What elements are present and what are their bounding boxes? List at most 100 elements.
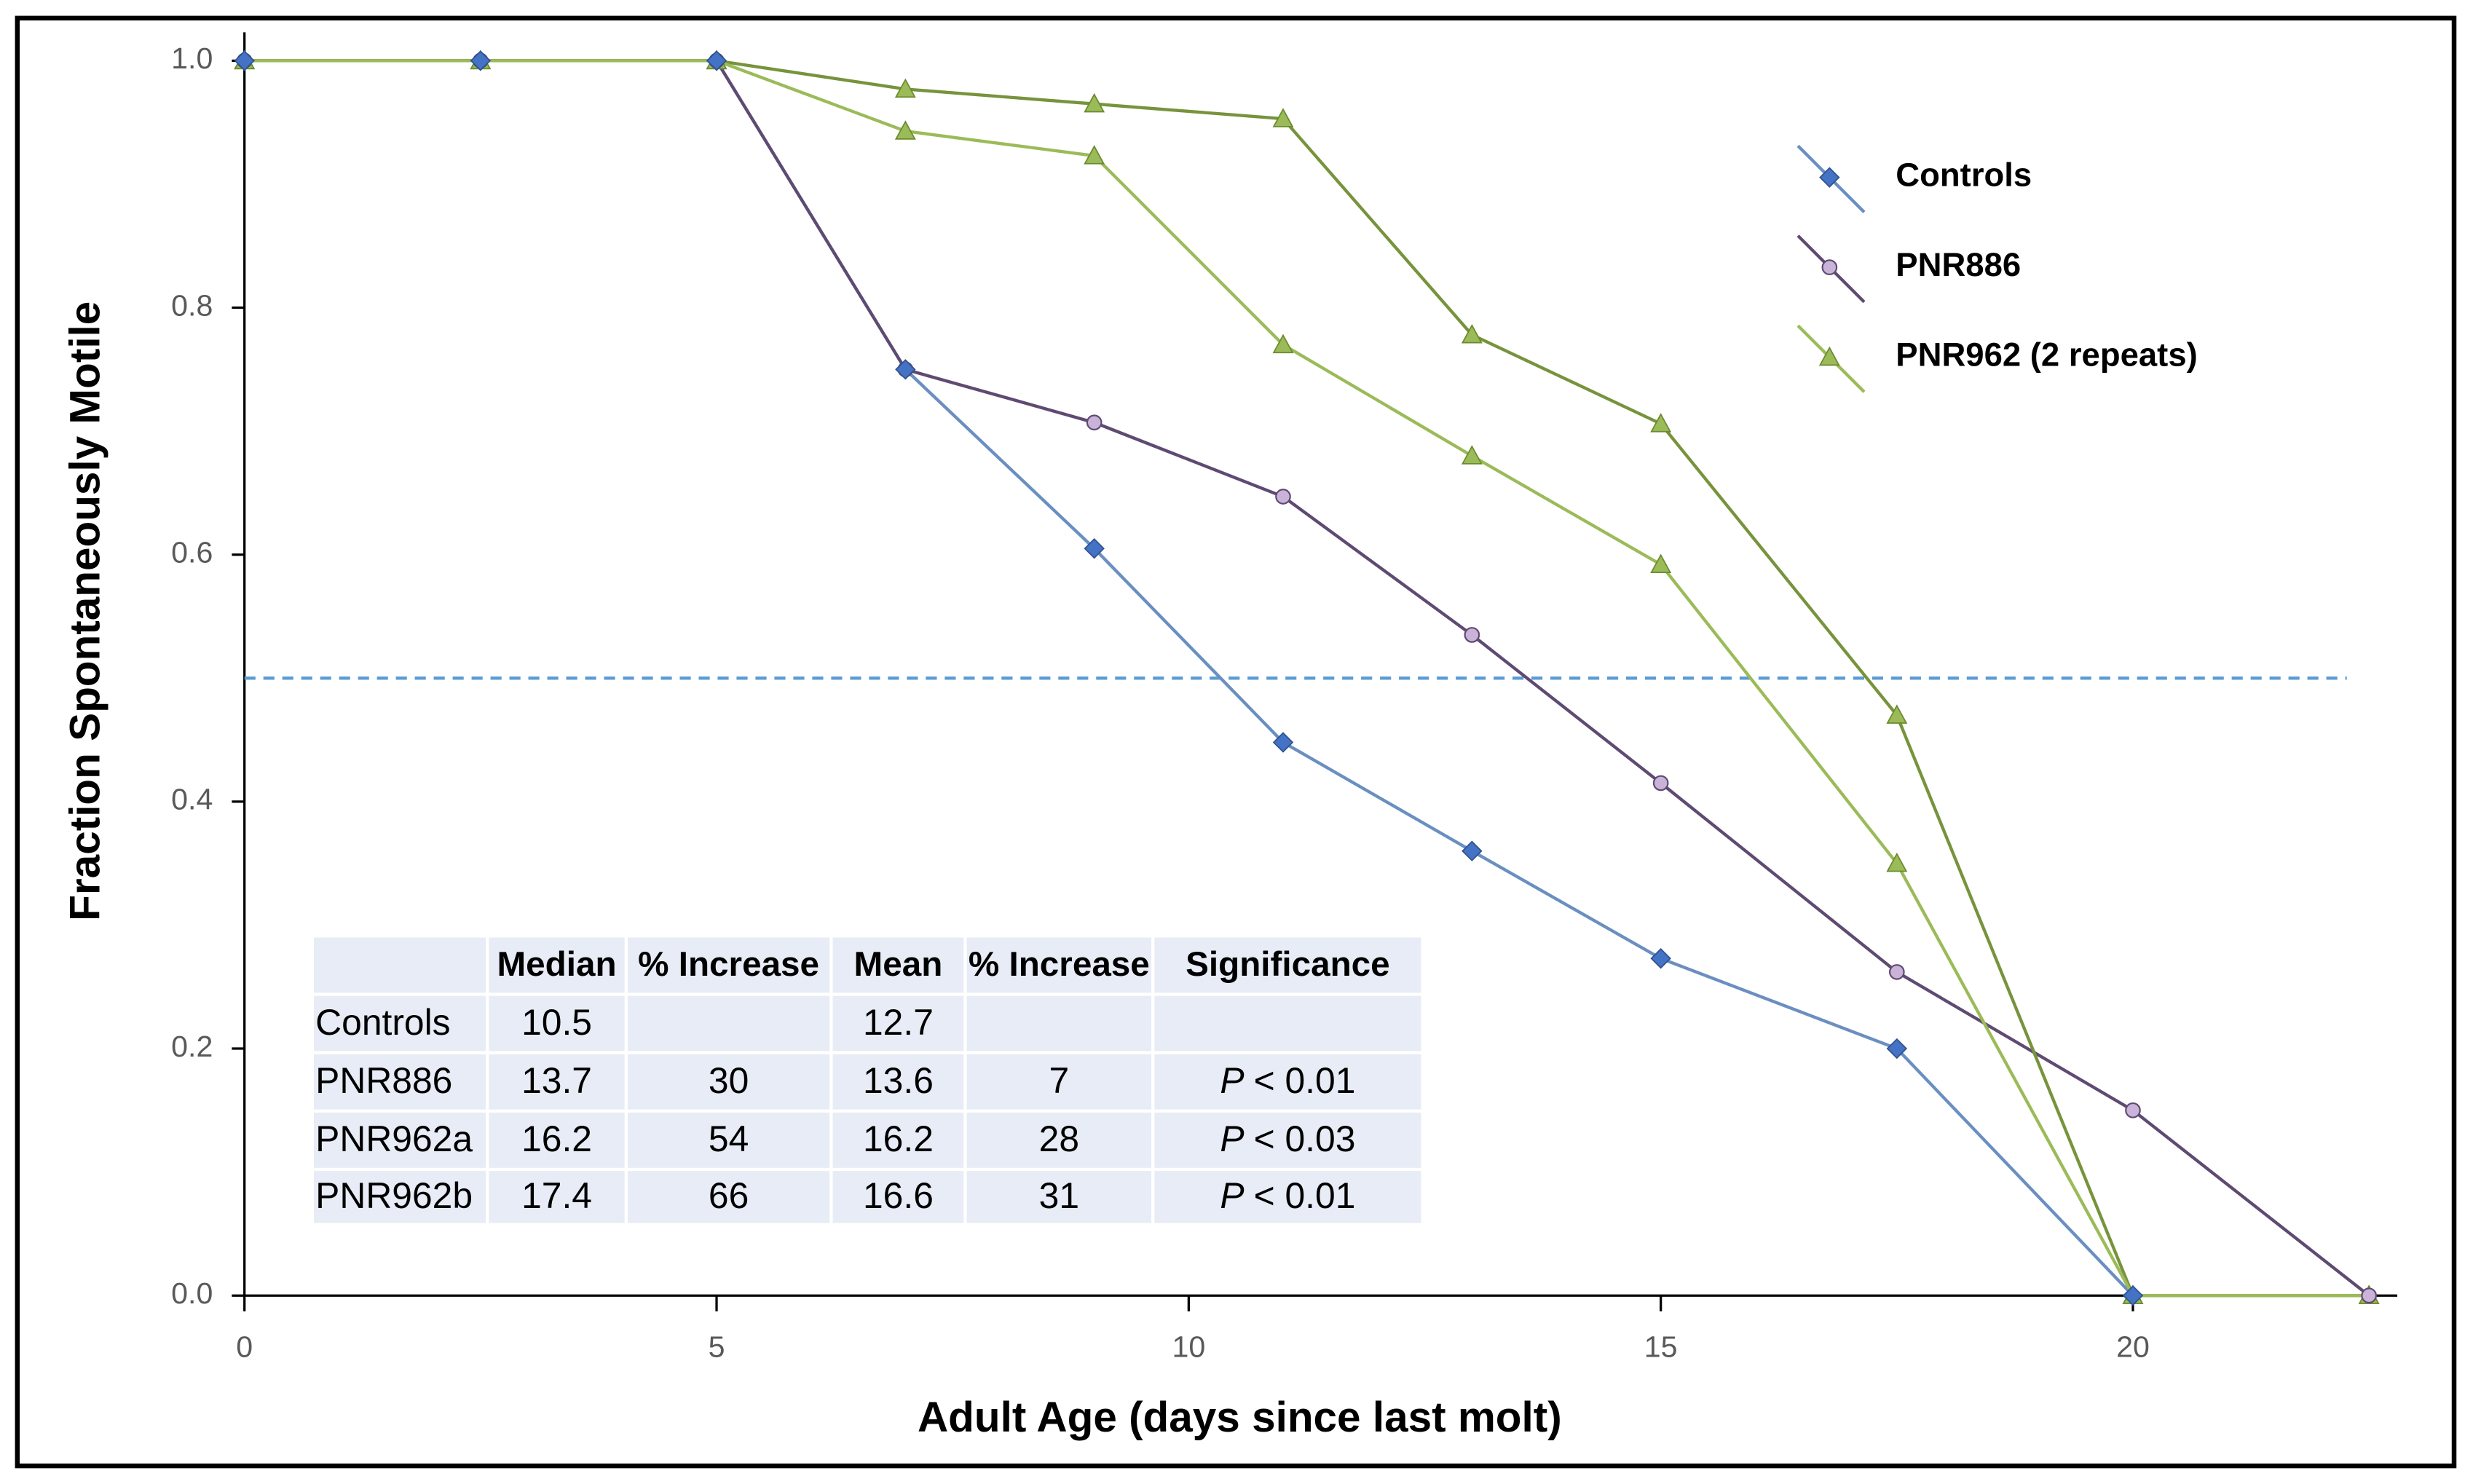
table-cell-text: 7 [1049, 1060, 1069, 1101]
data-point [1650, 413, 1672, 433]
table-cell [1154, 1112, 1421, 1168]
table-cell [313, 937, 486, 993]
x-tick-label: 0 [236, 1330, 253, 1364]
table-cell [966, 1054, 1152, 1110]
table-row-label: PNR962b [315, 1175, 473, 1216]
table-cell-text: P < 0.01 [1220, 1060, 1355, 1101]
table-cell [489, 1171, 625, 1223]
y-tick-label: 0.2 [171, 1030, 213, 1063]
table-cell [966, 1112, 1152, 1168]
data-point [1084, 92, 1105, 113]
table-cell-text: 12.7 [863, 1002, 934, 1043]
table-cell-text: 13.6 [863, 1060, 934, 1101]
p-symbol: P [1220, 1118, 1244, 1159]
table-cell [489, 995, 625, 1051]
data-point [1275, 489, 1291, 505]
data-point [1462, 840, 1483, 861]
table-cell-text: 66 [709, 1175, 749, 1216]
legend-marker [1821, 259, 1838, 275]
table-cell [313, 1054, 486, 1110]
data-point [1652, 775, 1669, 792]
table-cell-text: 13.7 [521, 1060, 592, 1101]
legend-marker [1818, 346, 1840, 366]
data-point [1886, 1038, 1908, 1059]
data-point [1272, 732, 1294, 753]
table-row-label: PNR962a [315, 1118, 473, 1159]
table-cell [1154, 995, 1421, 1051]
table-cell [627, 995, 830, 1051]
table-cell [966, 995, 1152, 1051]
table-cell [313, 1171, 486, 1223]
data-point [894, 120, 916, 140]
table-cell-text: 17.4 [521, 1175, 592, 1216]
data-point [1084, 145, 1105, 165]
table-cell [489, 1112, 625, 1168]
y-axis-title: Fraction Spontaneously Motile [62, 301, 109, 921]
table-cell [832, 937, 964, 993]
data-point [1464, 627, 1480, 643]
table-cell-text: 16.2 [863, 1118, 934, 1159]
table-cell [1154, 937, 1421, 993]
x-tick-label: 10 [1172, 1330, 1205, 1364]
legend-label: PNR962 (2 repeats) [1896, 336, 2197, 374]
legend-label: Controls [1896, 157, 2032, 194]
table-cell-text: 16.6 [863, 1175, 934, 1216]
legend-label: PNR886 [1896, 246, 2021, 283]
frame [15, 15, 2457, 1469]
table-cell [627, 1054, 830, 1110]
table-cell [966, 937, 1152, 993]
table-cell [1154, 1054, 1421, 1110]
y-tick-label: 1.0 [171, 42, 213, 75]
table-cell [832, 1054, 964, 1110]
data-point [1650, 553, 1672, 573]
table-cell-text: 10.5 [521, 1002, 592, 1043]
x-tick-label: 5 [709, 1330, 725, 1364]
table-header: % Increase [638, 945, 819, 984]
data-point [1084, 538, 1105, 559]
y-tick-label: 0.4 [171, 783, 213, 816]
data-point [2361, 1287, 2377, 1304]
p-symbol: P [1220, 1175, 1244, 1216]
table-header: % Increase [969, 945, 1150, 984]
table-cell-text: 31 [1039, 1175, 1079, 1216]
table-cell [832, 995, 964, 1051]
p-symbol: P [1220, 1060, 1244, 1101]
y-tick-label: 0.8 [171, 288, 213, 322]
table-cell-text: P < 0.01 [1220, 1175, 1355, 1216]
table-cell [313, 995, 486, 1051]
p-value: < 0.01 [1254, 1060, 1356, 1101]
table-cell-text: 30 [709, 1060, 749, 1101]
table-cell [1154, 1171, 1421, 1223]
data-point [1086, 414, 1103, 431]
p-value: < 0.01 [1254, 1175, 1356, 1216]
table-cell [966, 1171, 1152, 1223]
data-point [1886, 852, 1908, 872]
data-point [2125, 1102, 2141, 1118]
data-point [1461, 445, 1483, 465]
table-row-label: PNR886 [315, 1060, 452, 1101]
data-point [706, 50, 727, 71]
data-point [1650, 948, 1671, 969]
data-point [470, 50, 492, 71]
x-tick-label: 20 [2116, 1330, 2150, 1364]
table-cell-text: 28 [1039, 1118, 1079, 1159]
stats-table: Median % Increase Mean % Increase Significan… [313, 937, 1421, 1223]
table-header: Mean [854, 945, 943, 984]
table-cell [627, 1171, 830, 1223]
legend-marker [1819, 167, 1840, 188]
table-header: Median [497, 945, 617, 984]
table-cell [627, 937, 830, 993]
x-axis-title: Adult Age (days since last molt) [918, 1394, 1562, 1441]
table-cell [489, 937, 625, 993]
table-cell [832, 1112, 964, 1168]
y-tick-label: 0.0 [171, 1276, 213, 1310]
data-point [1886, 704, 1908, 724]
data-point [1272, 333, 1294, 354]
data-point [894, 78, 916, 98]
x-tick-label: 15 [1644, 1330, 1678, 1364]
table-header: Significance [1186, 945, 1390, 984]
data-point [895, 359, 916, 380]
table-row-label: Controls [315, 1002, 450, 1043]
y-tick-label: 0.6 [171, 536, 213, 569]
